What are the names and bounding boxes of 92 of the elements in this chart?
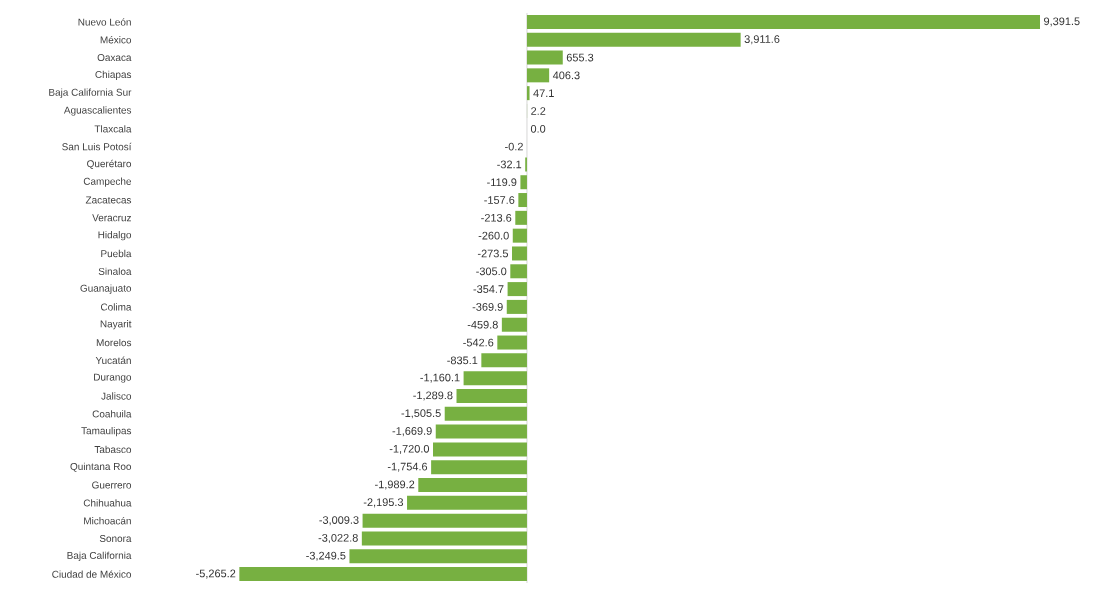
data-label: -459.8 <box>467 320 498 329</box>
data-label: -1,989.2 <box>375 480 415 490</box>
bar <box>518 193 527 208</box>
data-label: -5,265.2 <box>196 569 236 579</box>
data-label: -305.0 <box>476 267 507 276</box>
bar <box>418 478 527 493</box>
y-tick-label: Quintana Roo <box>70 462 132 472</box>
bar <box>501 317 527 332</box>
bar <box>526 32 741 47</box>
y-tick-label: Guerrero <box>92 481 132 489</box>
y-tick-label: Hidalgo <box>98 231 132 241</box>
bar <box>431 460 527 475</box>
y-tick-label: Aguascalientes <box>63 106 132 116</box>
data-label: -835.1 <box>447 356 478 365</box>
data-label: 655.3 <box>566 53 594 62</box>
bar <box>481 353 527 368</box>
y-tick-label: Sinaloa <box>98 267 132 275</box>
y-tick-label: Coahuila <box>92 410 132 418</box>
bar <box>407 495 527 510</box>
data-label: 0.0 <box>530 124 546 133</box>
data-label: -1,754.6 <box>387 462 428 472</box>
y-tick-label: Nayarit <box>100 320 132 330</box>
data-label: -157.6 <box>484 196 515 204</box>
bar <box>526 14 1041 29</box>
data-label: 9,391.5 <box>1044 17 1080 27</box>
y-tick-label: Sonora <box>99 534 132 542</box>
data-label: 406.3 <box>552 71 580 80</box>
y-tick-label: Campeche <box>83 177 132 187</box>
bar <box>361 531 527 546</box>
y-tick-label: Jalisco <box>101 392 132 400</box>
bar <box>526 50 563 65</box>
data-label: -3,249.5 <box>306 551 346 561</box>
bar <box>526 68 550 83</box>
data-label: -1,160.1 <box>420 373 460 383</box>
data-label: -273.5 <box>477 249 509 258</box>
y-tick-label: Tamaulipas <box>81 426 132 437</box>
bar <box>433 442 527 457</box>
data-label: -32.1 <box>497 160 522 169</box>
y-tick-label: Chiapas <box>95 70 132 80</box>
bar <box>526 86 530 101</box>
data-label: -1,505.5 <box>401 409 441 419</box>
y-tick-label: Nuevo León <box>78 18 131 26</box>
bar <box>456 388 527 403</box>
data-label: -354.7 <box>473 285 504 293</box>
y-tick-label: Colima <box>100 303 132 311</box>
data-label: 3,911.6 <box>744 35 780 45</box>
bar <box>435 424 527 439</box>
y-tick-label: Michoacán <box>84 516 131 525</box>
y-tick-label: Ciudad de México <box>52 570 132 578</box>
y-tick-label: Guanajuato <box>80 284 132 294</box>
y-tick-label: Durango <box>94 373 132 383</box>
data-label: -369.9 <box>472 303 503 311</box>
bar <box>520 175 527 190</box>
data-label: -1,669.9 <box>392 427 432 437</box>
bar <box>497 335 527 350</box>
y-tick-label: Chihuahua <box>83 499 132 507</box>
bar <box>515 210 527 225</box>
bar <box>510 264 527 279</box>
y-tick-label: Oaxaca <box>97 54 132 62</box>
data-label: -542.6 <box>463 338 494 347</box>
data-label: -119.9 <box>487 178 517 187</box>
data-label: -1,720.0 <box>389 444 430 454</box>
y-tick-label: Yucatán <box>95 356 131 365</box>
y-tick-label: Baja California Sur <box>49 88 132 98</box>
data-label: -3,009.3 <box>319 516 359 526</box>
bar <box>239 567 527 582</box>
data-label: -260.0 <box>478 231 509 240</box>
data-label: 2.2 <box>531 107 546 115</box>
bar <box>512 246 527 261</box>
y-tick-label: México <box>100 36 132 44</box>
y-tick-label: Zacatecas <box>85 196 132 204</box>
y-tick-label: Puebla <box>101 249 132 258</box>
data-label: -0.2 <box>505 142 523 151</box>
bar <box>362 513 527 528</box>
bar <box>463 371 527 386</box>
data-label: -3,022.8 <box>318 533 358 544</box>
y-tick-label: Morelos <box>96 338 132 347</box>
bar <box>507 282 527 297</box>
bar <box>506 299 527 314</box>
y-tick-label: Tlaxcala <box>94 125 132 133</box>
data-label: -1,289.8 <box>413 391 453 401</box>
bar <box>444 406 527 421</box>
bar <box>349 549 527 564</box>
y-tick-label: Veracruz <box>92 214 131 222</box>
y-tick-label: Querétaro <box>87 159 132 170</box>
y-tick-label: Tabasco <box>94 445 132 454</box>
data-label: -2,195.3 <box>363 498 404 508</box>
data-label: 47.1 <box>533 89 554 97</box>
y-tick-label: Baja California <box>67 551 132 561</box>
data-label: -213.6 <box>481 213 512 222</box>
bar <box>512 228 527 243</box>
y-tick-label: San Luis Potosí <box>62 142 132 151</box>
